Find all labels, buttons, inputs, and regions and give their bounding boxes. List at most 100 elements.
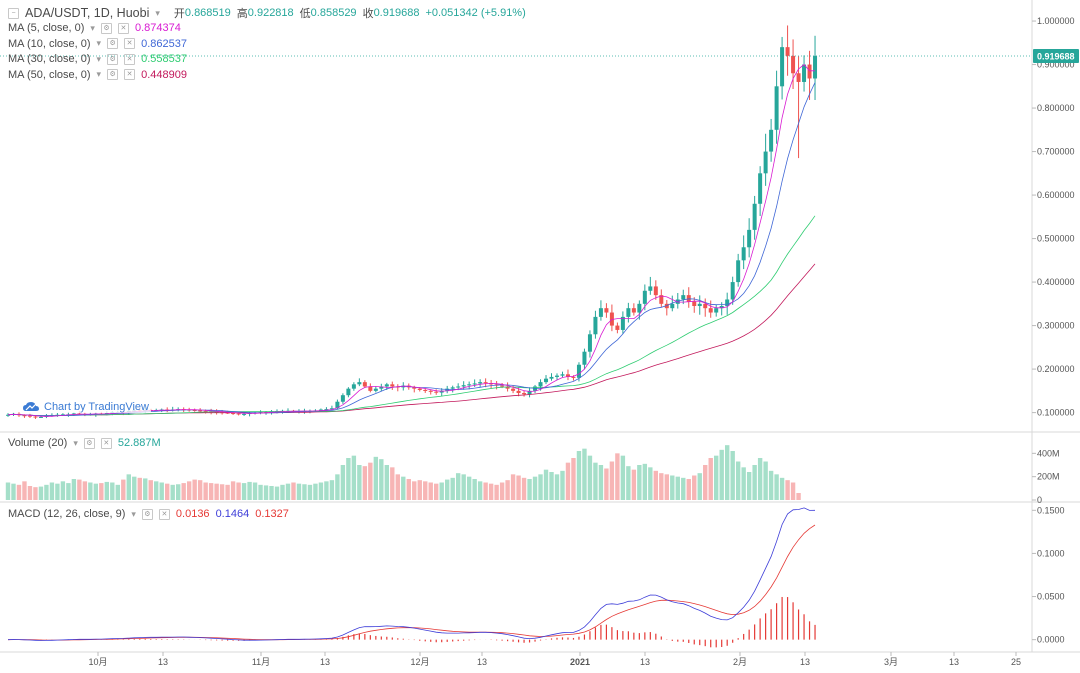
volume-bar — [620, 455, 626, 500]
volume-bar — [175, 484, 181, 500]
volume-bar — [763, 461, 768, 500]
volume-bar — [225, 484, 230, 500]
volume-bar — [329, 480, 335, 500]
volume-bar — [785, 480, 790, 500]
volume-bar — [60, 481, 66, 500]
candle-body — [472, 383, 477, 385]
chevron-down-icon[interactable]: ▾ — [96, 69, 102, 79]
candle-body — [351, 384, 356, 389]
volume-bar — [214, 483, 219, 500]
volume-bar — [395, 474, 400, 500]
volume-bar — [631, 469, 637, 500]
price-tick-label: 0.400000 — [1037, 277, 1075, 287]
macd-label[interactable]: MACD (12, 26, close, 9) — [8, 508, 126, 520]
volume-bar — [428, 482, 433, 500]
volume-bar — [307, 484, 313, 500]
candle-body — [758, 173, 763, 204]
volume-bar — [121, 479, 126, 500]
volume-bar — [340, 465, 346, 500]
time-tick-label: 2月 — [733, 657, 747, 667]
candle-body — [620, 316, 625, 330]
volume-bar — [686, 479, 691, 500]
settings-icon[interactable]: ⚙ — [107, 69, 119, 80]
close-icon[interactable]: ✕ — [124, 38, 136, 49]
indicator-legend-row: MA (10, close, 0) ▾ ⚙ ✕ 0.862537 — [8, 38, 187, 50]
volume-bar — [22, 481, 27, 500]
chevron-down-icon[interactable]: ▾ — [96, 38, 102, 48]
volume-bar — [269, 486, 274, 500]
candle-body — [22, 415, 27, 417]
collapse-icon[interactable]: − — [8, 7, 19, 19]
cloud-icon — [23, 402, 39, 411]
chevron-down-icon[interactable]: ▾ — [155, 7, 160, 18]
high-value: 0.922818 — [247, 7, 294, 19]
symbol-header: − ADA/USDT, 1D, Huobi ▾ 开 0.868519 高 0.922… — [8, 5, 526, 21]
indicator-label[interactable]: MA (30, close, 0) — [8, 53, 91, 65]
close-icon[interactable]: ✕ — [158, 508, 170, 520]
indicator-label[interactable]: MA (50, close, 0) — [8, 68, 91, 81]
volume-bar — [466, 476, 472, 500]
price-tick-label: 0.200000 — [1037, 364, 1075, 374]
volume-bar — [16, 484, 22, 500]
time-tick-label: 13 — [949, 657, 959, 667]
close-icon[interactable]: ✕ — [117, 22, 129, 34]
close-icon[interactable]: ✕ — [124, 69, 136, 80]
candle-body — [598, 308, 603, 317]
indicator-label[interactable]: MA (5, close, 0) — [8, 22, 85, 34]
candle-body — [686, 295, 691, 302]
chevron-down-icon[interactable]: ▾ — [96, 53, 102, 64]
price-tick-label: 0.900000 — [1037, 60, 1075, 70]
settings-icon[interactable]: ⚙ — [141, 508, 153, 520]
tradingview-watermark[interactable]: Chart by TradingView — [20, 401, 151, 413]
volume-bar — [71, 479, 77, 500]
candle-body — [582, 351, 587, 365]
close-icon[interactable]: ✕ — [124, 53, 136, 65]
open-label: 开 — [173, 8, 185, 20]
settings-icon[interactable]: ⚙ — [107, 38, 119, 49]
volume-bar — [434, 483, 439, 500]
candle-body — [373, 388, 378, 391]
indicator-value: 0.874374 — [134, 22, 181, 34]
volume-bar — [318, 482, 324, 500]
chevron-down-icon[interactable]: ▾ — [73, 437, 78, 448]
volume-bar — [692, 475, 697, 500]
chevron-down-icon[interactable]: ▾ — [131, 508, 136, 519]
volume-bar — [280, 484, 285, 500]
close-icon[interactable]: ✕ — [100, 437, 112, 449]
candle-body — [538, 382, 543, 387]
settings-icon[interactable]: ⚙ — [100, 22, 112, 34]
volume-bar — [324, 481, 329, 500]
low-value: 0.858529 — [310, 7, 357, 19]
settings-icon[interactable]: ⚙ — [107, 53, 119, 65]
volume-bar — [746, 472, 752, 500]
volume-bar — [488, 483, 494, 500]
macd-signal-value: 0.1327 — [255, 508, 289, 520]
volume-bar — [499, 482, 505, 500]
volume-bar — [757, 458, 763, 500]
candle-body — [725, 299, 730, 307]
candle-body — [730, 282, 735, 300]
candle-body — [565, 374, 570, 377]
volume-bar — [88, 482, 93, 500]
volume-label[interactable]: Volume (20) — [8, 437, 68, 449]
ma5-line — [7, 64, 815, 417]
close-label: 收 — [362, 8, 374, 20]
candle-body — [324, 409, 329, 411]
volume-bar — [406, 479, 411, 500]
candle-body — [500, 385, 505, 387]
chevron-down-icon[interactable]: ▾ — [90, 22, 95, 33]
volume-bar — [796, 493, 801, 500]
symbol-title[interactable]: ADA/USDT, 1D, Huobi — [25, 6, 150, 20]
candle-body — [461, 385, 466, 387]
price-tick-label: 0.600000 — [1037, 190, 1075, 200]
volume-bar — [423, 481, 428, 500]
indicator-label[interactable]: MA (10, close, 0) — [8, 37, 91, 50]
candle-body — [467, 384, 472, 386]
volume-bar — [252, 482, 258, 500]
settings-icon[interactable]: ⚙ — [83, 437, 95, 449]
candle-body — [791, 55, 796, 74]
volume-bar — [708, 458, 713, 500]
volume-bar — [494, 484, 499, 500]
time-tick-label: 25 — [1011, 657, 1021, 667]
